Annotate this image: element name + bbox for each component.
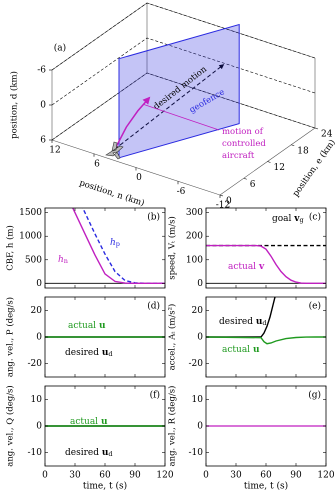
e-tick [314, 127, 319, 130]
x-tick-label: 90 [290, 471, 302, 481]
e-tick-label: 18 [297, 146, 309, 156]
y-tick-label: 300 [186, 208, 203, 218]
grid-line [51, 72, 316, 141]
plot-area [206, 244, 326, 284]
e-tick [243, 177, 247, 180]
e-tick-label: 12 [274, 163, 285, 173]
x-tick-label: 0 [203, 471, 209, 481]
aircraft-icon [105, 141, 124, 160]
y-tick-label: 0 [197, 333, 203, 343]
series-label: motion of controlled aircraft [222, 127, 269, 161]
3d-trajectory [114, 64, 225, 150]
series-label: hp [110, 238, 120, 249]
series-line [72, 208, 165, 284]
e-tick-label: 6 [250, 180, 256, 190]
y-axis-label: speed, Vₜ (m/s) [167, 216, 178, 280]
y-tick-label: 100 [186, 255, 203, 265]
n-tick-label: -6 [177, 187, 186, 197]
y-tick-label: 1500 [19, 208, 42, 218]
plot-area [45, 208, 165, 284]
e-tick-label: 0 [226, 197, 232, 207]
e-tick [219, 194, 224, 197]
y-tick-label: -10 [28, 448, 43, 458]
panel-label: (c) [309, 212, 321, 223]
y-tick-label: 1000 [19, 232, 42, 242]
series-label: actual u [68, 321, 106, 331]
y-tick-label: -10 [189, 448, 204, 458]
series-label: desired ud [65, 448, 113, 459]
y-tick-label: 10 [31, 395, 43, 405]
panel-label: (f) [150, 390, 160, 401]
grid-line [51, 37, 316, 106]
series-label: actual v [228, 262, 265, 272]
y-axis-label: ang. vel., R (deg/s) [167, 386, 178, 467]
x-tick-label: 30 [69, 471, 81, 481]
y-tick-label: 0 [197, 279, 203, 289]
x-tick-label: 120 [156, 471, 173, 481]
e-tick-label: 24 [321, 130, 333, 140]
n-tick-label: -12 [216, 201, 231, 211]
e-tick [267, 161, 271, 163]
series-label: hn [58, 255, 68, 266]
series-label: actual u [70, 417, 108, 427]
geofence-plane [118, 23, 240, 159]
x-axis-label: time, t (s) [244, 481, 288, 492]
n-tick-label: 6 [94, 159, 100, 169]
series-label: actual u [222, 345, 260, 355]
z-tick-label: -6 [37, 66, 46, 76]
y-tick-label: -20 [28, 359, 43, 369]
y-tick-label: 20 [31, 306, 43, 316]
series-label: goal vg [272, 214, 304, 225]
y-axis-label: accel., Aₜ (m/s²) [167, 304, 178, 371]
x-tick-label: 120 [317, 471, 334, 481]
x-tick-label: 0 [42, 471, 48, 481]
panel-label: (b) [147, 212, 160, 223]
plot-area [206, 297, 326, 345]
x-tick-label: 60 [99, 471, 111, 481]
x-tick-label: 90 [129, 471, 141, 481]
x-axis-label: time, t (s) [83, 481, 127, 492]
leader-line [143, 103, 220, 131]
y-tick-label: 200 [186, 232, 203, 242]
grid-line [51, 2, 316, 71]
series-label: desired ud [219, 317, 267, 328]
y-axis-label: CBF, h (m) [5, 225, 16, 271]
y-tick-label: 0 [197, 422, 203, 432]
y-tick-label: 0 [36, 422, 42, 432]
z-tick-label: 6 [40, 136, 46, 146]
y-tick-label: 500 [25, 255, 42, 265]
series-line [206, 297, 276, 338]
n-tick-label: 0 [136, 173, 142, 183]
y-tick-label: 20 [192, 306, 204, 316]
x-tick-label: 60 [260, 471, 272, 481]
series-line [82, 208, 165, 284]
y-axis-label: ang. vel., Q (deg/s) [5, 385, 16, 467]
z-axis-label: position, d (km) [9, 71, 20, 139]
y-tick-label: 0 [36, 333, 42, 343]
y-tick-label: 10 [192, 395, 204, 405]
panel-label: (a) [54, 43, 66, 54]
n-tick-label: 12 [49, 146, 60, 156]
panel-label: (g) [308, 390, 321, 401]
y-axis-label: ang. vel., P (deg/s) [5, 297, 16, 377]
panel-label: (e) [309, 301, 321, 312]
series-line [206, 336, 326, 345]
y-tick-label: 0 [36, 279, 42, 289]
x-tick-label: 30 [230, 471, 242, 481]
e-tick [291, 144, 295, 147]
series-line [206, 244, 326, 284]
z-tick-label: 0 [40, 101, 46, 111]
series-label: desired ud [65, 348, 113, 359]
panel-label: (d) [147, 301, 160, 312]
y-tick-label: -20 [189, 359, 204, 369]
